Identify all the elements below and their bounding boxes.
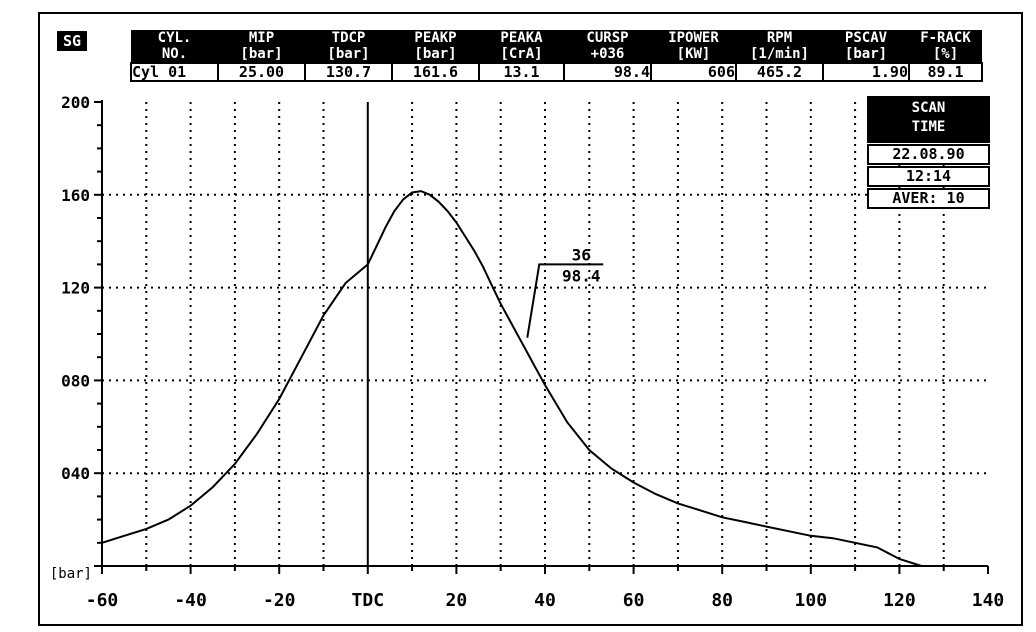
cursor-leader — [526, 263, 604, 338]
col-unit-frack: [%] — [909, 46, 982, 63]
scan-time-panel: SCAN TIME 22.08.90 12:14 AVER: 10 — [867, 96, 990, 209]
col-unit-tdcp: [bar] — [305, 46, 392, 63]
pressure-curve — [101, 190, 922, 567]
x-tick-label: -60 — [86, 590, 119, 611]
scan-time: 12:14 — [867, 166, 990, 187]
x-tick-label: 40 — [534, 590, 556, 611]
value-cursp: 98.4 — [563, 62, 652, 82]
col-header-rpm: RPM — [736, 30, 823, 46]
col-header-ipower: IPOWER — [651, 30, 736, 46]
cursor-angle-label: 36 — [572, 245, 591, 264]
col-header-tdcp: TDCP — [305, 30, 392, 46]
sg-badge: SG — [57, 31, 87, 51]
col-header-peakp: PEAKP — [392, 30, 479, 46]
scan-time-title: SCAN TIME — [867, 96, 990, 143]
scan-average: AVER: 10 — [867, 188, 990, 209]
value-cyl: Cyl 01 — [130, 62, 219, 82]
x-tick-label: 60 — [623, 590, 645, 611]
value-pscav: 1.90 — [822, 62, 910, 82]
x-tick-label: 100 — [795, 590, 828, 611]
x-tick-label: 20 — [446, 590, 468, 611]
col-unit-ipower: [KW] — [651, 46, 736, 63]
col-header-mip: MIP — [218, 30, 305, 46]
value-peaka: 13.1 — [478, 62, 565, 82]
value-mip: 25.00 — [217, 62, 306, 82]
col-unit-cyl: NO. — [131, 46, 218, 63]
col-header-frack: F-RACK — [909, 30, 982, 46]
col-unit-peaka: [CrA] — [479, 46, 564, 63]
col-unit-pscav: [bar] — [823, 46, 909, 63]
x-tick-label: TDC — [352, 590, 385, 611]
y-tick-label: 080 — [61, 371, 90, 390]
y-tick-label: 120 — [61, 279, 90, 298]
col-unit-mip: [bar] — [218, 46, 305, 63]
col-header-pscav: PSCAV — [823, 30, 909, 46]
value-tdcp: 130.7 — [304, 62, 393, 82]
scan-date: 22.08.90 — [867, 144, 990, 165]
value-ipower: 606 — [650, 62, 737, 82]
scan-title-line2: TIME — [911, 119, 946, 135]
x-tick-label: -20 — [263, 590, 296, 611]
y-tick-label: 040 — [61, 464, 90, 483]
y-tick-label: 160 — [61, 186, 90, 205]
value-frack: 89.1 — [908, 62, 983, 82]
value-peakp: 161.6 — [391, 62, 480, 82]
scan-title-line1: SCAN — [911, 100, 946, 116]
col-unit-peakp: [bar] — [392, 46, 479, 63]
x-tick-label: 140 — [972, 590, 1005, 611]
x-tick-label: 80 — [711, 590, 733, 611]
col-header-peaka: PEAKA — [479, 30, 564, 46]
cursor-marker: 36 98.4 — [526, 245, 604, 338]
col-header-cyl: CYL. — [131, 30, 218, 46]
display-frame — [38, 12, 1023, 626]
y-axis-label: [bar] — [50, 566, 92, 582]
col-unit-cursp: +036 — [564, 46, 651, 63]
cylinder-data-table: CYL. MIP TDCP PEAKP PEAKA CURSP IPOWER R… — [130, 30, 983, 82]
col-unit-rpm: [1/min] — [736, 46, 823, 63]
y-tick-label: 200 — [61, 93, 90, 112]
cursor-pressure-label: 98.4 — [562, 266, 601, 285]
col-header-cursp: CURSP — [564, 30, 651, 46]
value-rpm: 465.2 — [735, 62, 824, 82]
x-tick-label: -40 — [174, 590, 207, 611]
x-tick-label: 120 — [883, 590, 916, 611]
